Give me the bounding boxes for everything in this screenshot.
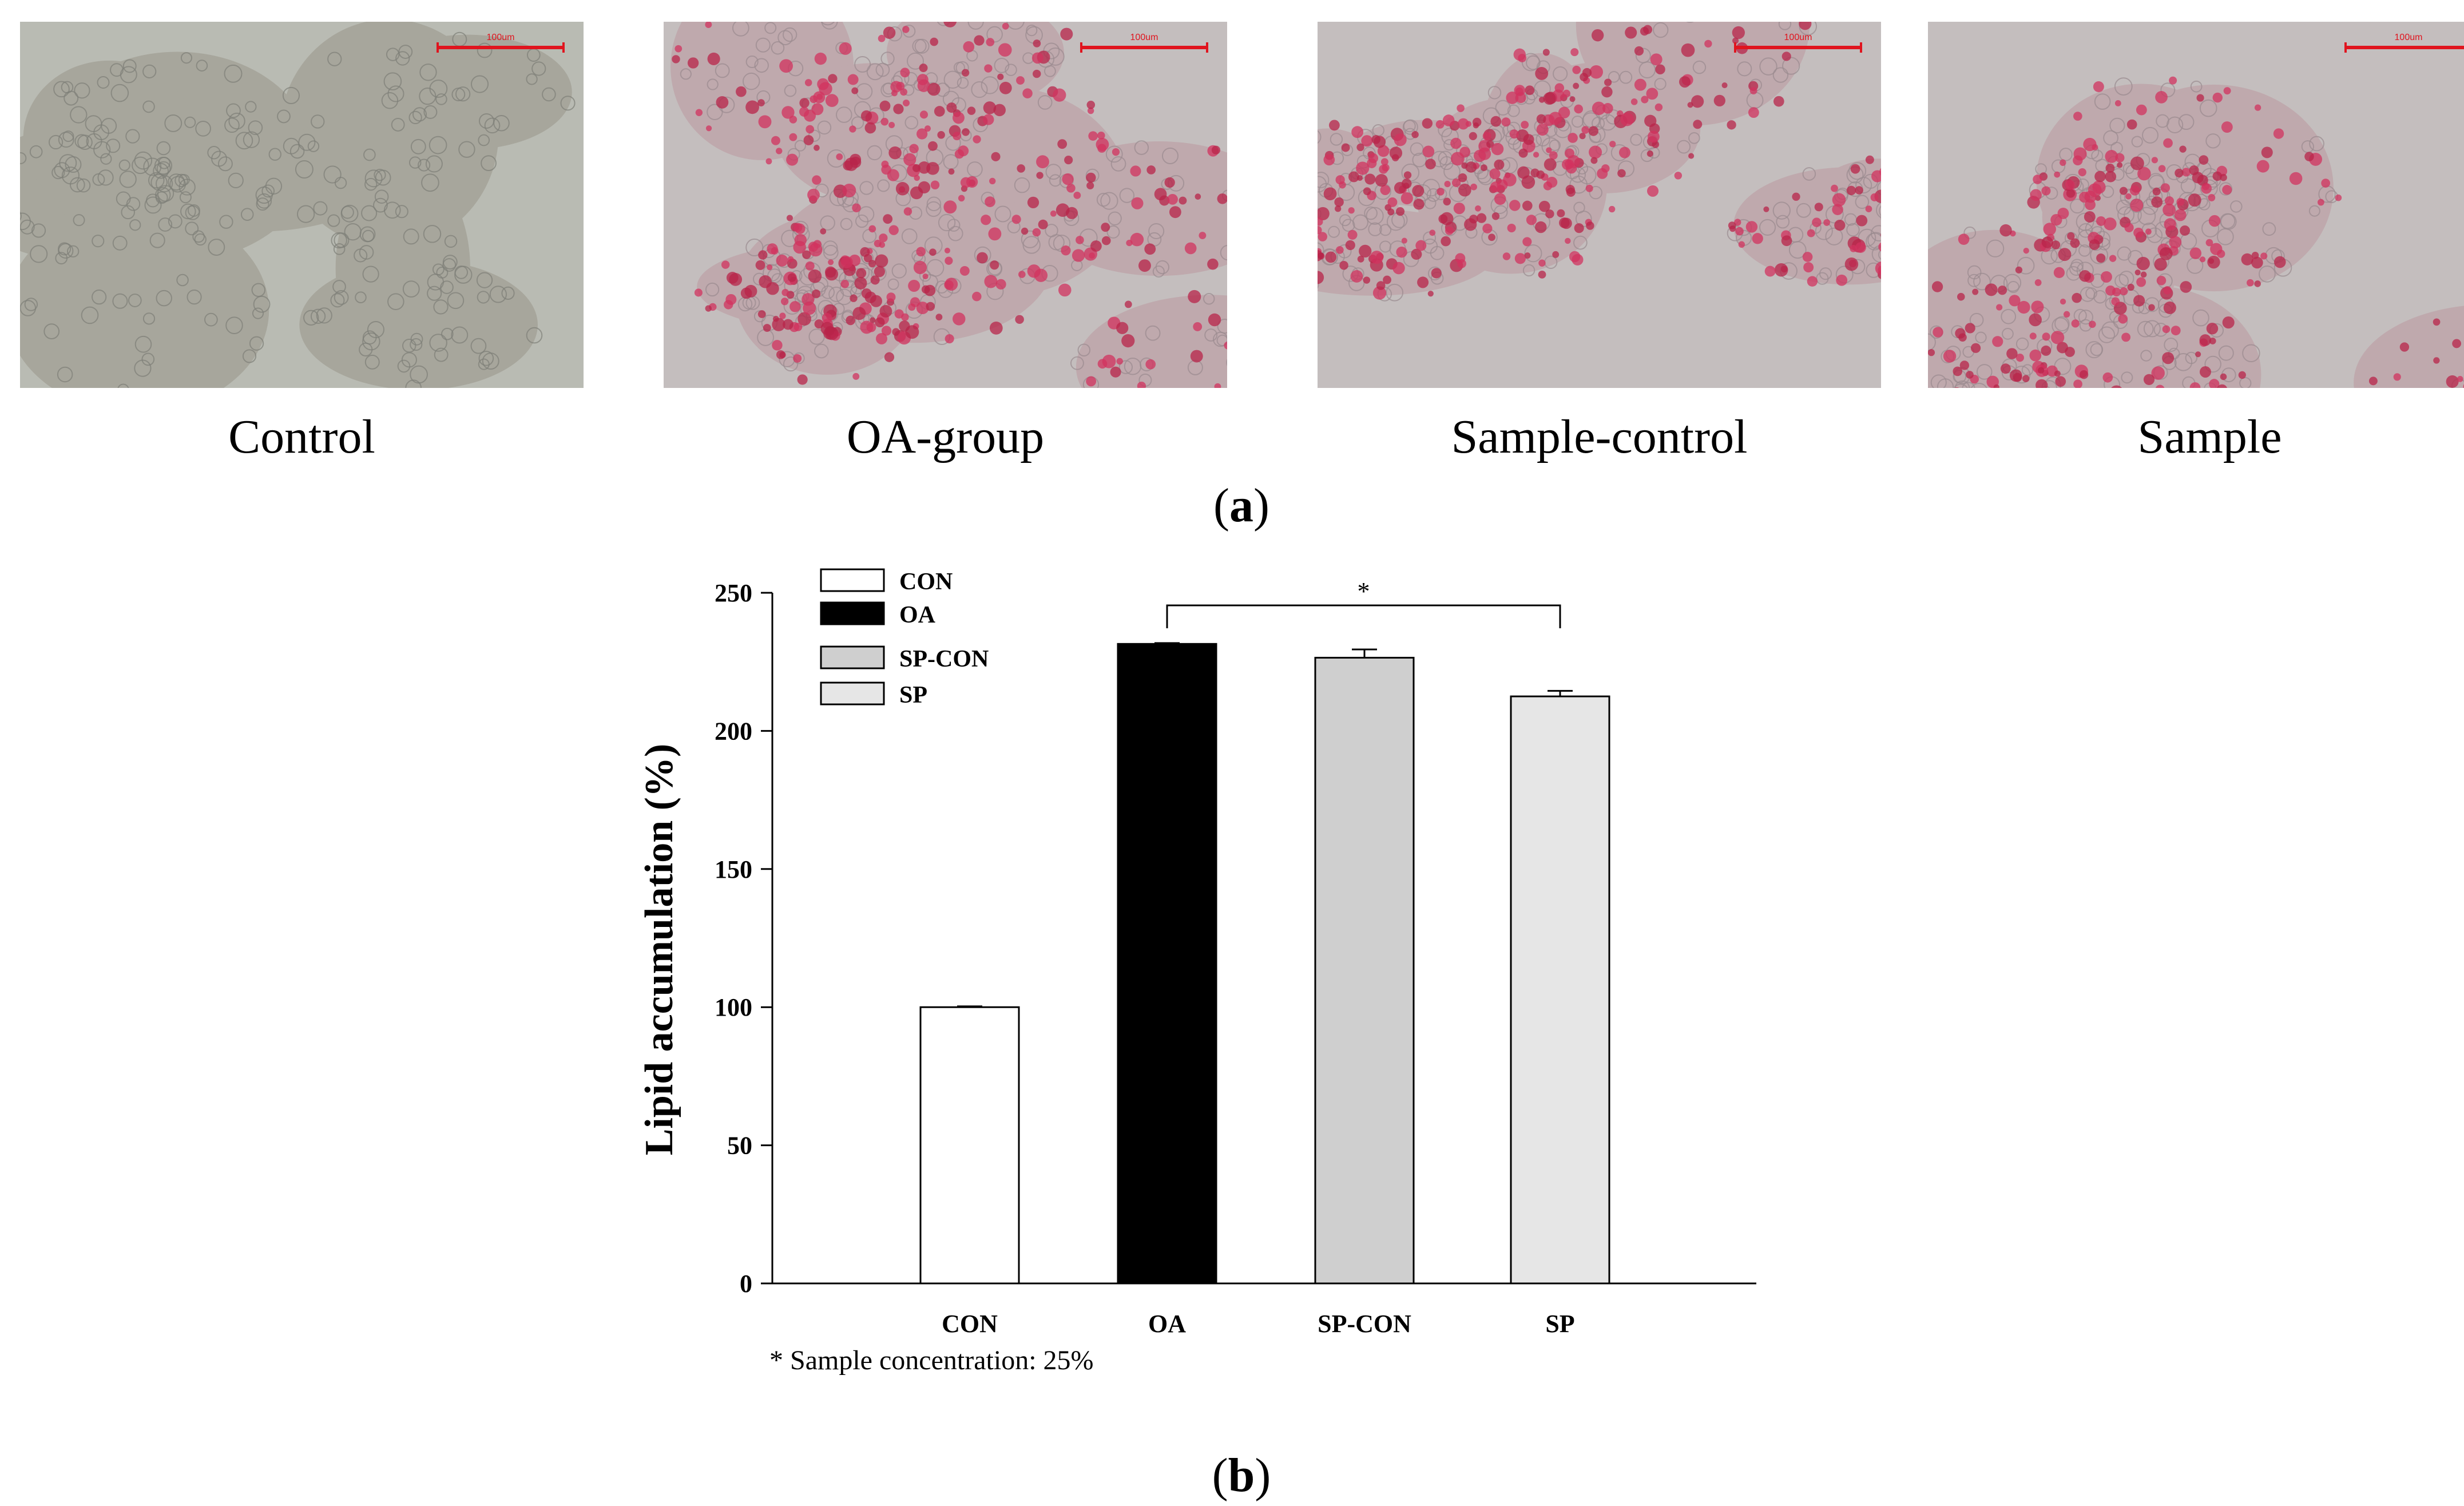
caption-control: Control <box>228 410 375 463</box>
micrograph-oa-group: 100um <box>664 22 1227 388</box>
caption-sample: Sample <box>2137 410 2282 463</box>
micrograph-control: 100um <box>20 22 584 388</box>
bar-sp <box>1510 695 1610 1285</box>
scale-bar-label: 100um <box>1130 33 1158 42</box>
x-tick-label: SP <box>1545 1310 1574 1338</box>
panel-a-label: (a) <box>1127 478 1356 533</box>
legend-swatch-sp-con <box>820 645 885 669</box>
caption-sample-control: Sample-control <box>1451 410 1748 463</box>
micrograph-texture: 100um <box>664 22 1227 388</box>
scale-bar-label: 100um <box>1784 33 1812 42</box>
y-tick-label: 200 <box>715 717 752 745</box>
micrograph-texture: 100um <box>1928 22 2464 388</box>
panel-a-label-close: ) <box>1253 479 1269 532</box>
scale-bar-label: 100um <box>2395 33 2423 42</box>
y-tick-label: 100 <box>715 993 752 1021</box>
panel-b-label-open: ( <box>1212 1449 1228 1502</box>
micrograph-sample: 100um <box>1928 22 2464 388</box>
x-tick-label: SP-CON <box>1318 1310 1411 1338</box>
bar-oa <box>1117 643 1217 1285</box>
legend-label: SP <box>899 682 927 708</box>
micrograph-sample-control: 100um <box>1318 22 1881 388</box>
legend-swatch-sp <box>820 681 885 706</box>
legend-label: CON <box>899 569 953 595</box>
legend-swatch-con <box>820 568 885 592</box>
micrograph-texture: 100um <box>1318 22 1881 388</box>
scale-bar-label: 100um <box>487 33 515 42</box>
micrograph-texture: 100um <box>20 22 584 388</box>
significance-bracket <box>1166 604 1561 628</box>
y-tick-label: 50 <box>727 1132 752 1160</box>
panel-a-label-letter: a <box>1229 479 1253 532</box>
bar-con <box>919 1006 1020 1285</box>
y-axis-label: Lipid accumulation (%) <box>637 744 681 1156</box>
panel-b-label: (b) <box>1127 1448 1356 1503</box>
panel-b-label-close: ) <box>1255 1449 1271 1502</box>
panel-a-label-open: ( <box>1213 479 1229 532</box>
bar-sp-con <box>1314 656 1415 1285</box>
footnote: * Sample concentration: 25% <box>769 1345 1094 1376</box>
x-tick-label: CON <box>942 1310 998 1338</box>
significance-marker: * <box>1358 577 1370 605</box>
x-tick-label: OA <box>1148 1310 1186 1338</box>
panel-b-label-letter: b <box>1228 1449 1255 1502</box>
panel-a: 100um 100um 100um 100um Control OA-group… <box>0 0 2464 532</box>
y-tick-label: 150 <box>715 855 752 883</box>
y-tick-label: 0 <box>740 1270 752 1298</box>
legend-label: SP-CON <box>899 646 989 672</box>
legend-label: OA <box>899 602 936 628</box>
legend-swatch-oa <box>820 601 885 625</box>
caption-oa-group: OA-group <box>846 410 1045 463</box>
y-tick-label: 250 <box>715 579 752 607</box>
